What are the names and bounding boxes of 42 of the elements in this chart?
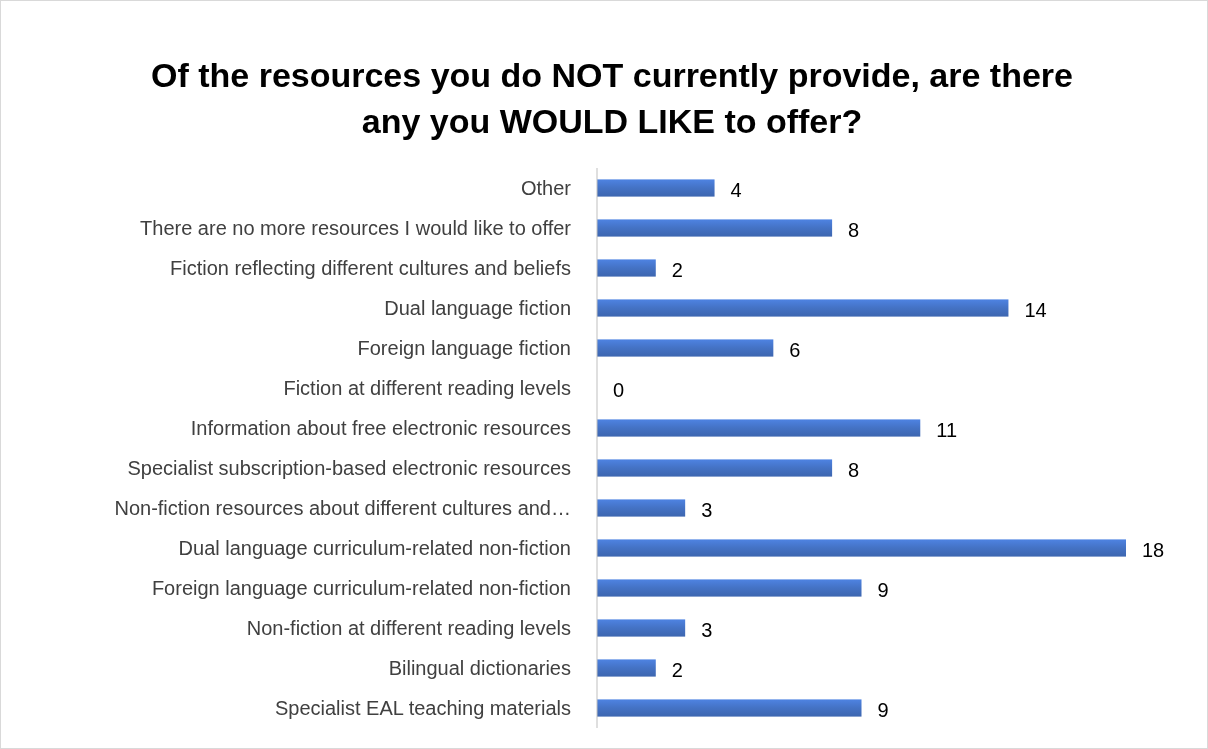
data-label: 9 (877, 579, 889, 601)
y-tick-label: Fiction reflecting different cultures and beliefs (170, 257, 571, 279)
bar (597, 339, 774, 357)
bar (597, 419, 921, 437)
data-label: 3 (701, 619, 713, 641)
data-label: 3 (701, 499, 713, 521)
y-tick-label: Bilingual dictionaries (388, 657, 571, 679)
bar (597, 619, 686, 637)
data-label: 4 (730, 179, 742, 201)
y-tick-label: Non-fiction at different reading levels (246, 617, 571, 639)
data-label: 14 (1024, 299, 1047, 321)
y-tick-label: Fiction at different reading levels (283, 377, 571, 399)
data-label: 9 (877, 699, 889, 721)
data-label: 6 (789, 339, 801, 361)
y-tick-label: Information about free electronic resources (190, 417, 571, 439)
bar (597, 299, 1009, 317)
bar (597, 219, 833, 237)
bar (597, 459, 833, 477)
bar (597, 699, 862, 717)
bar (597, 259, 656, 277)
data-label: 8 (848, 459, 860, 481)
data-label: 11 (936, 419, 958, 441)
bar (597, 579, 862, 597)
data-label: 0 (613, 379, 625, 401)
bar (597, 499, 686, 517)
y-tick-label: Foreign language curriculum-related non-fiction (151, 577, 571, 599)
data-label: 8 (848, 219, 860, 241)
bar (597, 659, 656, 677)
y-tick-label: There are no more resources I would like to offer (140, 217, 572, 239)
y-tick-label: Other (520, 177, 572, 199)
bar (597, 179, 715, 197)
y-tick-label: Dual language curriculum-related non-fiction (178, 537, 571, 559)
y-tick-label: Specialist subscription-based electronic resources (127, 457, 571, 479)
y-tick-label: Dual language fiction (384, 297, 571, 319)
data-label: 2 (671, 259, 683, 281)
chart-title: Of the resources you do NOT currently provide, are there any you WOULD LIKE to offer? (150, 55, 1074, 140)
y-tick-label: Non-fiction resources about different cultures and… (114, 497, 571, 519)
y-tick-label: Specialist EAL teaching materials (274, 697, 571, 719)
bar (597, 539, 1126, 557)
data-label: 2 (671, 659, 683, 681)
data-label: 18 (1142, 539, 1165, 561)
y-tick-label: Foreign language fiction (357, 337, 571, 359)
